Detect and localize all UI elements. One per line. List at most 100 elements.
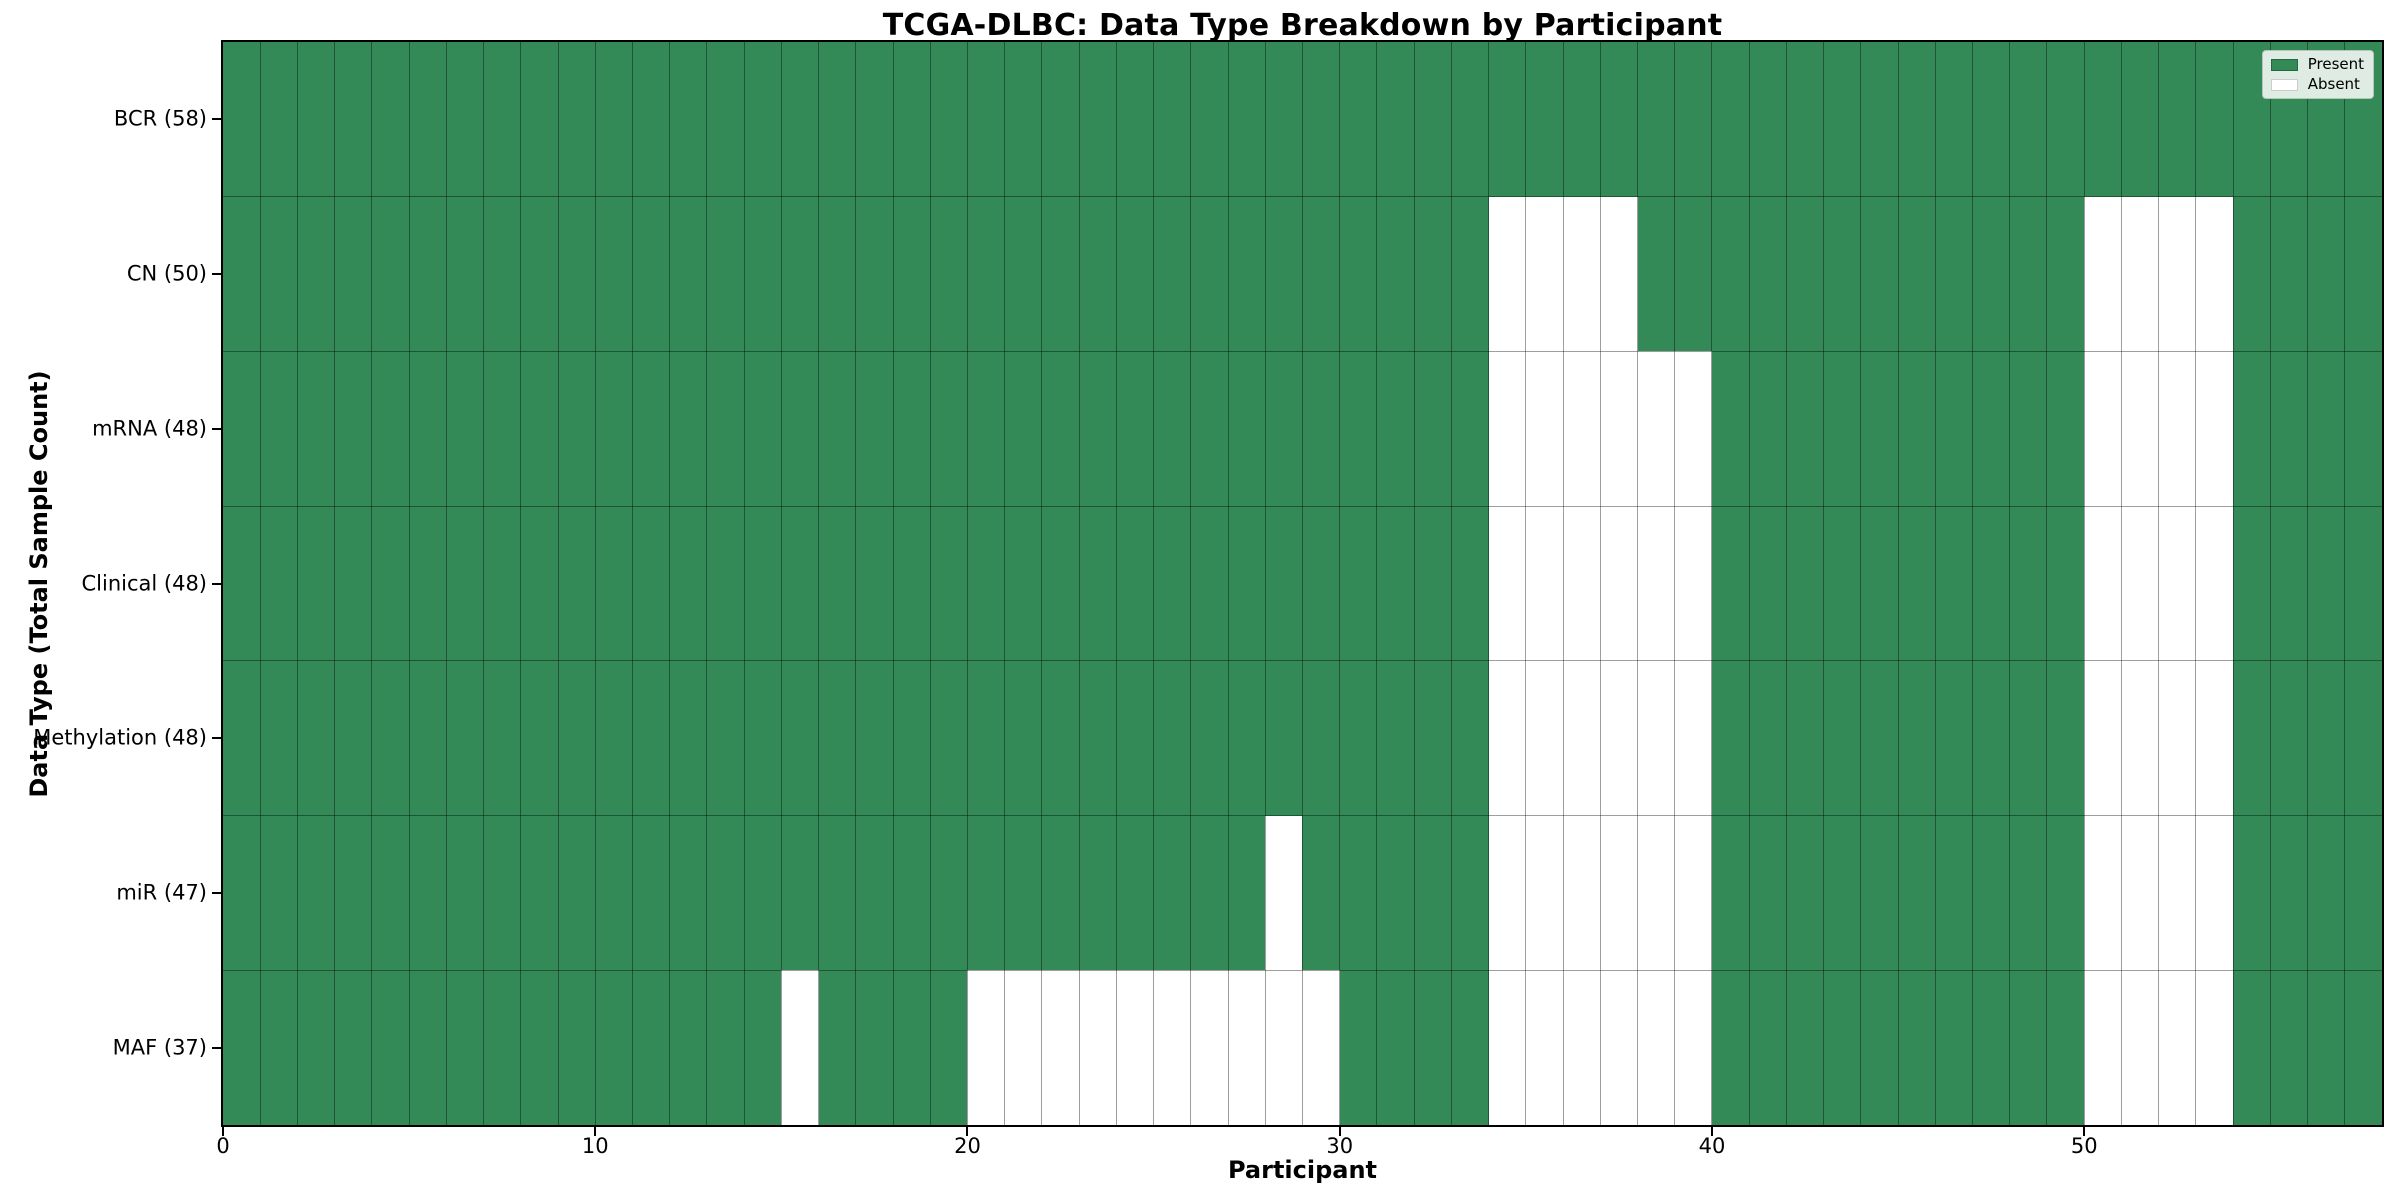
grid-hline: [223, 660, 2382, 662]
absent-cells-miR-28: [1265, 815, 1303, 971]
absent-cells-MAF-50: [2084, 970, 2234, 1125]
grid-vline: [929, 42, 931, 1125]
ytick-mark: [212, 891, 221, 894]
grid-vline: [259, 42, 261, 1125]
grid-vline: [1934, 42, 1936, 1125]
grid-vline: [1599, 42, 1601, 1125]
ytick-mark: [212, 427, 221, 430]
grid-vline: [408, 42, 410, 1125]
grid-vline: [1674, 42, 1676, 1125]
grid-vline: [1339, 42, 1341, 1125]
grid-vline: [520, 42, 522, 1125]
ytick-mark: [212, 273, 221, 276]
xtick-label-20: 20: [954, 1134, 981, 1158]
legend-swatch-present: [2270, 58, 2298, 71]
grid-vline: [855, 42, 857, 1125]
xtick-mark: [1338, 1127, 1341, 1136]
grid-vline: [669, 42, 671, 1125]
ytick-mark: [212, 737, 221, 740]
grid-vline: [557, 42, 559, 1125]
xtick-label-30: 30: [1326, 1134, 1354, 1158]
grid-vline: [1785, 42, 1787, 1125]
grid-vline: [594, 42, 596, 1125]
grid-vline: [334, 42, 336, 1125]
grid-vline: [1302, 42, 1303, 1125]
xtick-mark: [966, 1127, 969, 1136]
grid-vline: [371, 42, 373, 1125]
grid-hline: [223, 815, 2382, 817]
grid-vline: [743, 42, 745, 1125]
xtick-mark: [1710, 1127, 1713, 1136]
ytick-mark: [212, 582, 221, 585]
ytick-mark: [212, 118, 221, 121]
grid-vline: [2232, 42, 2234, 1125]
grid-vline: [1190, 42, 1192, 1125]
absent-cells-miR-50: [2084, 815, 2234, 971]
absent-cells-Clinical-34: [1488, 506, 1712, 661]
grid-vline: [2195, 42, 2197, 1125]
grid-vline: [1264, 42, 1266, 1125]
grid-vline: [1860, 42, 1862, 1125]
grid-vline: [2158, 42, 2160, 1125]
ytick-mark: [212, 1046, 221, 1049]
grid-vline: [483, 42, 485, 1125]
legend: Present Absent: [2261, 50, 2374, 99]
grid-vline: [631, 42, 633, 1125]
grid-vline: [1972, 42, 1974, 1125]
grid-vline: [1227, 42, 1229, 1125]
ytick-label-CN: CN (50): [126, 261, 207, 286]
xtick-mark: [594, 1127, 597, 1136]
grid-hline: [223, 969, 2382, 971]
xtick-mark: [2083, 1127, 2086, 1136]
legend-label-absent: Absent: [2307, 75, 2360, 93]
grid-vline: [2344, 42, 2346, 1125]
ytick-label-mRNA: mRNA (48): [92, 416, 207, 441]
plot-area: Present Absent: [221, 40, 2384, 1127]
legend-label-present: Present: [2307, 55, 2364, 73]
grid-hline: [223, 505, 2382, 507]
legend-swatch-absent: [2270, 78, 2298, 91]
grid-vline: [1004, 42, 1006, 1125]
grid-vline: [1525, 42, 1527, 1125]
ytick-label-miR: miR (47): [116, 880, 207, 905]
grid-vline: [1413, 42, 1415, 1125]
grid-hline: [223, 196, 2382, 198]
grid-vline: [1711, 42, 1713, 1125]
grid-vline: [2009, 42, 2011, 1125]
grid-vline: [2269, 42, 2271, 1125]
legend-entry-absent: Absent: [2270, 75, 2364, 93]
grid-vline: [966, 42, 968, 1125]
grid-vline: [706, 42, 708, 1125]
grid-hline: [223, 350, 2382, 352]
grid-vline: [1637, 42, 1639, 1125]
ytick-label-Methylation: Methylation (48): [33, 725, 207, 750]
grid-vline: [1041, 42, 1043, 1125]
grid-vline: [445, 42, 447, 1125]
grid-vline: [780, 42, 782, 1125]
grid-vline: [2307, 42, 2309, 1125]
xtick-label-40: 40: [1698, 1134, 1726, 1158]
absent-cells-mRNA-50: [2084, 351, 2234, 507]
absent-cells-MAF-20: [967, 970, 1340, 1125]
xtick-label-0: 0: [216, 1134, 230, 1158]
grid-vline: [1823, 42, 1825, 1125]
grid-vline: [818, 42, 820, 1125]
absent-cells-mRNA-34: [1488, 351, 1712, 507]
legend-entry-present: Present: [2270, 55, 2364, 73]
grid-vline: [1115, 42, 1117, 1125]
absent-cells-MAF-34: [1488, 970, 1712, 1125]
grid-vline: [1450, 42, 1452, 1125]
absent-cells-Clinical-50: [2084, 506, 2234, 661]
ytick-label-MAF: MAF (37): [112, 1035, 207, 1060]
grid-vline: [2083, 42, 2085, 1125]
absent-cells-Methylation-50: [2084, 660, 2234, 816]
grid-vline: [1078, 42, 1080, 1125]
grid-vline: [1748, 42, 1750, 1125]
grid-vline: [1897, 42, 1899, 1125]
xtick-mark: [222, 1127, 224, 1136]
grid-vline: [2046, 42, 2048, 1125]
absent-cells-miR-34: [1488, 815, 1712, 971]
grid-vline: [296, 42, 298, 1125]
grid-vline: [2120, 42, 2122, 1125]
